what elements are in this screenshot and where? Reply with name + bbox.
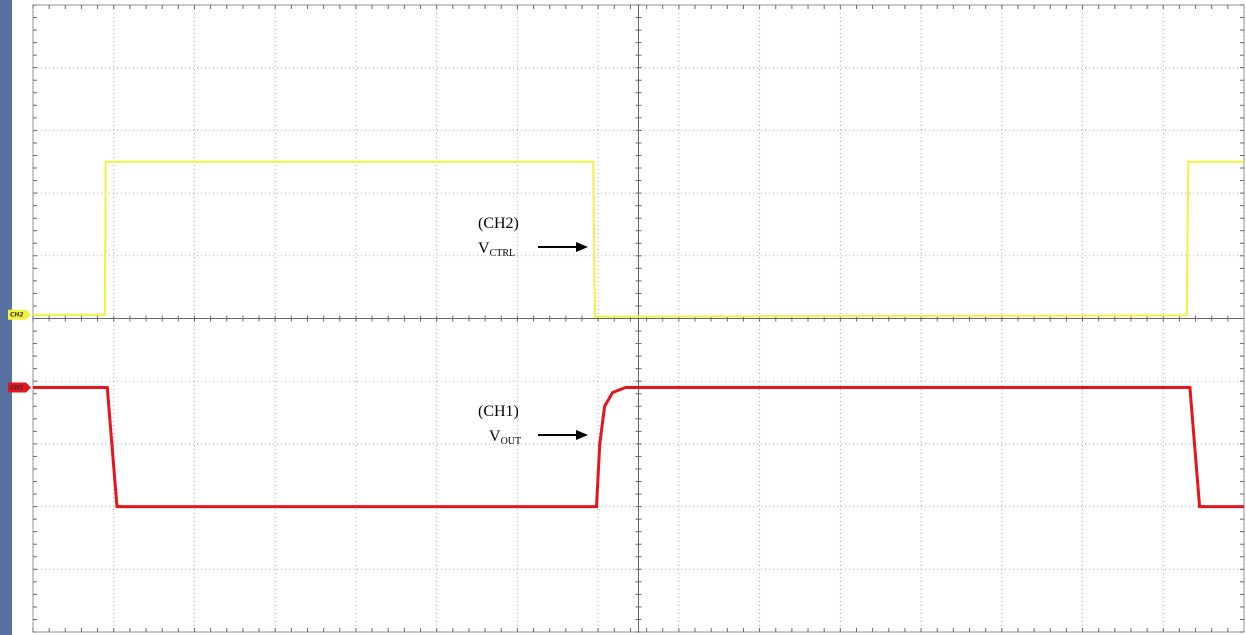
trace xyxy=(33,160,1244,318)
annotation-main: V xyxy=(489,428,501,445)
trace xyxy=(33,385,1244,509)
annotation-main: V xyxy=(478,240,490,257)
arrow-head xyxy=(576,242,588,252)
channel-tag-label: CH1 xyxy=(10,384,24,391)
grid xyxy=(32,4,1245,633)
annotation-sub: CTRL xyxy=(490,248,516,259)
channel-tag xyxy=(8,309,31,320)
channel-tag xyxy=(8,382,31,393)
traces: CH2 CH1 xyxy=(8,160,1244,509)
side-bar xyxy=(0,0,12,635)
arrow-head xyxy=(576,430,588,440)
annotation-sub: OUT xyxy=(501,436,522,447)
annotation-label: VOUT xyxy=(489,428,521,447)
annotation-channel: (CH2) xyxy=(478,215,519,232)
annotation-channel: (CH1) xyxy=(478,403,519,420)
annotation-label: VCTRL xyxy=(478,240,515,259)
channel-tag-label: CH2 xyxy=(10,312,24,319)
